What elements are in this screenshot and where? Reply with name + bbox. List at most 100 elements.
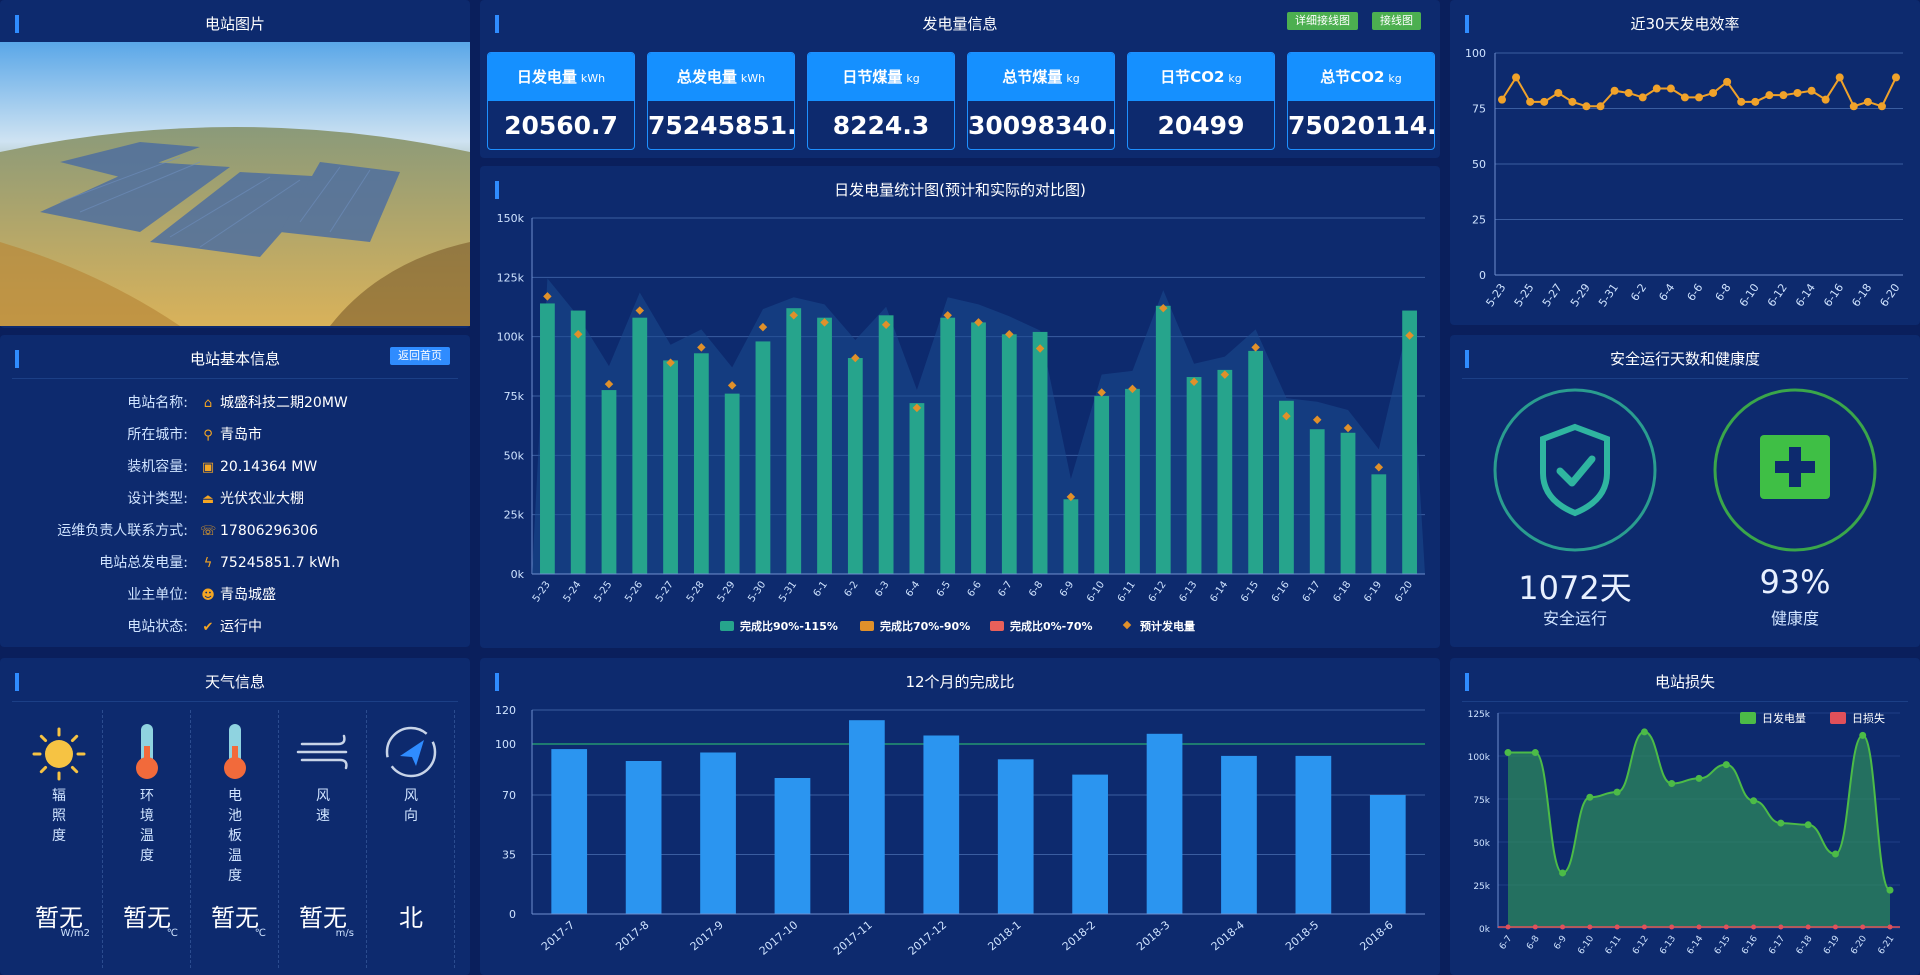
bar [1279,401,1294,574]
weather-title: 天气信息 [205,673,265,691]
y-tick-label: 100 [495,738,516,751]
y-tick-label: 125k [497,271,525,284]
bar [694,353,709,574]
weather-label: 环境温度 [104,786,190,866]
legend-label: 预计发电量 [1140,619,1195,633]
kpi-unit: kg [906,72,919,85]
bar [971,322,986,574]
data-point [1667,85,1675,93]
kpi-label-text: 日节煤量 [842,68,902,86]
weather-label-char: 辐 [16,786,102,806]
info-label: 业主单位: [127,579,188,611]
weather-item: 电池板温度暂无 ℃ [192,710,279,968]
bar [775,778,811,914]
x-tick-label: 6-4 [904,579,922,599]
capacity-icon: ▣ [200,452,216,484]
kpi-value: 75245851.7 [648,101,794,150]
data-point [1723,78,1731,86]
basic-info-panel: 电站基本信息 返回首页 电站名称: ⌂ 城盛科技二期20MW 所在城市: ⚲ 青岛市 装机容… [0,335,470,647]
x-tick-label: 2017-12 [906,918,950,958]
kpi-card: 日节CO2 kg 20499 [1127,52,1275,150]
info-label: 电站名称: [127,387,188,419]
phone-icon: ☏ [200,516,216,548]
y-tick-label: 35 [502,849,516,862]
weather-unit: ℃ [192,928,266,939]
legend-swatch [1740,712,1756,724]
y-tick-label: 125k [1468,710,1491,720]
weather-item: 风速暂无 m/s [280,710,367,968]
x-tick-label: 2017-7 [539,918,577,953]
data-point [1554,89,1562,97]
info-row: 电站名称: ⌂ 城盛科技二期20MW [0,387,470,419]
info-value-wrap: ☻ 青岛城盛 [200,579,276,612]
info-label: 运维负责人联系方式: [57,515,188,547]
detail-wiring-button[interactable]: 详细接线图 [1287,12,1358,30]
weather-label-char: 度 [192,866,278,886]
safe-days-value: 1072天 [1490,563,1660,609]
weather-label-char: 度 [16,826,102,846]
bar [998,759,1034,914]
kpi-value: 8224.3 [808,101,954,150]
info-value-wrap: ✔ 运行中 [200,611,262,644]
data-point [1709,89,1717,97]
data-point [1751,98,1759,106]
x-tick-label: 6-5 [935,579,953,599]
bar [1125,389,1140,574]
x-tick-label: 5-31 [777,579,799,604]
y-tick-label: 120 [495,704,516,717]
location-icon: ⚲ [200,420,216,452]
data-point [1794,89,1802,97]
data-point [1822,96,1830,104]
x-tick-label: 2018-2 [1060,918,1098,953]
kpi-label-text: 日发电量 [517,68,577,86]
bar [540,303,555,574]
bar [1033,332,1048,574]
bar [551,749,587,914]
data-point [1737,98,1745,106]
kpi-label-text: 总节CO2 [1320,68,1384,86]
weather-label: 风向 [368,786,454,826]
weather-label: 辐照度 [16,786,102,846]
info-value-wrap: ⏏ 光伏农业大棚 [200,483,304,516]
x-tick-label: 6-15 [1713,934,1733,956]
x-tick-label: 6-11 [1604,934,1624,956]
x-tick-label: 6-6 [1685,281,1706,303]
back-home-button[interactable]: 返回首页 [390,347,450,365]
health-label: 健康度 [1710,605,1880,629]
y-tick-label: 75k [1473,796,1490,806]
kpi-unit: kWh [741,72,765,85]
health-value: 93% [1710,563,1880,601]
bar [626,761,662,914]
panel-title: 天气信息 [0,658,470,696]
x-tick-label: 5-29 [1568,281,1593,309]
kpi-label: 日节煤量 kg [808,53,954,101]
bar [1296,756,1332,914]
info-row: 设计类型: ⏏ 光伏农业大棚 [0,483,470,515]
monthly-ratio-panel: 12个月的完成比 0 35 70 100 120 2017-7 2017-8 2017-9 20… [480,658,1440,975]
bar [1072,775,1108,914]
data-point [1723,761,1730,768]
wiring-button[interactable]: 接线图 [1372,12,1421,30]
x-tick-label: 5-25 [592,579,614,604]
weather-label-char: 电 [192,786,278,806]
legend-label: 日发电量 [1762,711,1806,725]
user-icon: ☻ [200,580,216,612]
x-tick-label: 6-14 [1208,579,1230,604]
weather-label-char: 向 [368,806,454,826]
y-tick-label: 100k [497,331,525,344]
weather-label-char: 板 [192,826,278,846]
bar [1156,306,1171,574]
x-tick-label: 6-9 [1552,934,1569,952]
x-tick-label: 5-30 [746,579,768,604]
x-tick-label: 5-24 [562,579,584,604]
bar [879,315,894,574]
info-label: 电站状态: [127,611,188,643]
generation-area [1508,732,1890,928]
weather-label-char: 速 [280,806,366,826]
x-tick-label: 6-17 [1767,934,1787,956]
bar [700,753,736,915]
kpi-unit: kg [1066,72,1079,85]
lightning-icon: ϟ [200,548,216,580]
weather-label: 风速 [280,786,366,826]
x-tick-label: 2017-8 [613,918,651,953]
